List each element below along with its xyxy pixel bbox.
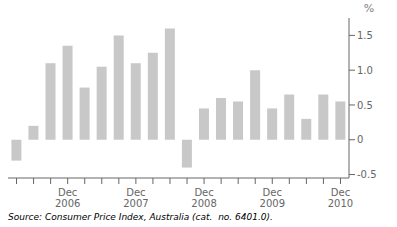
- svg-text:Dec2010: Dec2010: [328, 187, 353, 209]
- svg-text:1.0: 1.0: [357, 65, 373, 76]
- svg-text:1.5: 1.5: [357, 30, 373, 41]
- svg-text:Dec2008: Dec2008: [191, 187, 216, 209]
- svg-text:0.5: 0.5: [357, 100, 373, 111]
- svg-text:Dec2007: Dec2007: [123, 187, 148, 209]
- svg-text:Dec2006: Dec2006: [55, 187, 80, 209]
- html-text:Source: Consumer Price Index,: Source: Consumer Price Index, Australia …: [8, 212, 273, 222]
- svg-text:-0.5: -0.5: [357, 169, 377, 180]
- svg-text:0: 0: [357, 134, 363, 145]
- svg-text:%: %: [364, 2, 374, 15]
- svg-text:Dec2009: Dec2009: [260, 187, 285, 209]
